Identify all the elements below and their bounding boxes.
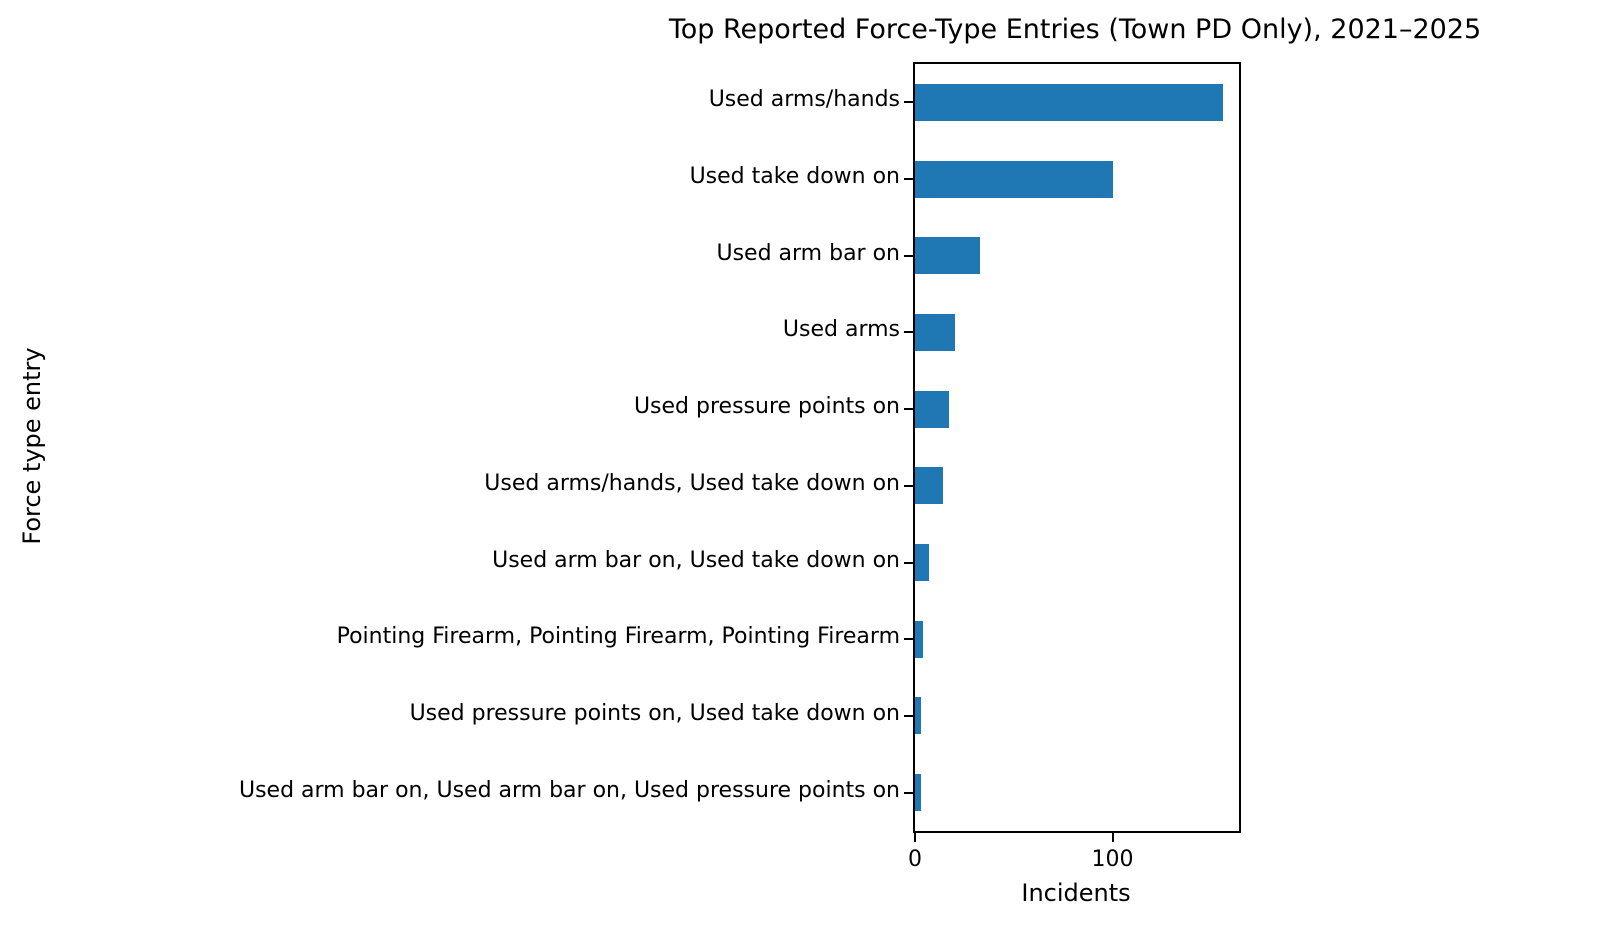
bar xyxy=(915,83,1224,121)
bar xyxy=(915,620,923,658)
y-axis-tick xyxy=(904,638,913,641)
bar xyxy=(915,774,921,812)
x-tick-labels: 0 100 xyxy=(908,846,1239,876)
bar xyxy=(915,697,921,735)
x-axis-tick xyxy=(1111,833,1114,842)
y-tick-label: Used arm bar on xyxy=(716,240,900,266)
bar xyxy=(915,467,943,505)
y-axis-tick xyxy=(904,178,913,181)
chart-title: Top Reported Force-Type Entries (Town PD… xyxy=(668,14,1482,45)
bar xyxy=(915,237,981,275)
y-axis-tick xyxy=(904,561,913,564)
y-tick-label: Used arm bar on, Used arm bar on, Used p… xyxy=(238,777,900,803)
y-tick-label: Used pressure points on, Used take down … xyxy=(409,700,900,726)
bar xyxy=(915,160,1113,198)
y-axis-tick xyxy=(904,408,913,411)
y-axis-tick xyxy=(904,791,913,794)
x-tick-label: 100 xyxy=(1091,847,1134,872)
bar xyxy=(915,544,929,582)
y-tick-labels: Used arms/hands Used take down on Used arm… xyxy=(0,62,900,829)
y-axis-tick xyxy=(904,331,913,334)
y-tick-label: Used pressure points on xyxy=(633,394,900,420)
y-axis-tick xyxy=(904,254,913,257)
y-tick-label: Used arms/hands xyxy=(708,87,900,113)
x-tick-label: 0 xyxy=(908,847,922,872)
bar xyxy=(915,313,955,351)
y-tick-label: Used take down on xyxy=(689,164,900,190)
x-axis-tick xyxy=(914,833,916,842)
x-axis-title: Incidents xyxy=(1021,879,1131,907)
plot-area xyxy=(904,62,1241,842)
y-axis-tick xyxy=(904,484,913,487)
y-tick-label: Used arms/hands, Used take down on xyxy=(484,470,900,496)
y-tick-label: Pointing Firearm, Pointing Firearm, Poin… xyxy=(336,624,900,650)
y-axis-tick xyxy=(904,714,913,717)
y-tick-label: Used arm bar on, Used take down on xyxy=(492,547,900,573)
y-tick-label: Used arms xyxy=(782,317,900,343)
bar xyxy=(915,390,949,428)
y-axis-tick xyxy=(904,101,913,104)
